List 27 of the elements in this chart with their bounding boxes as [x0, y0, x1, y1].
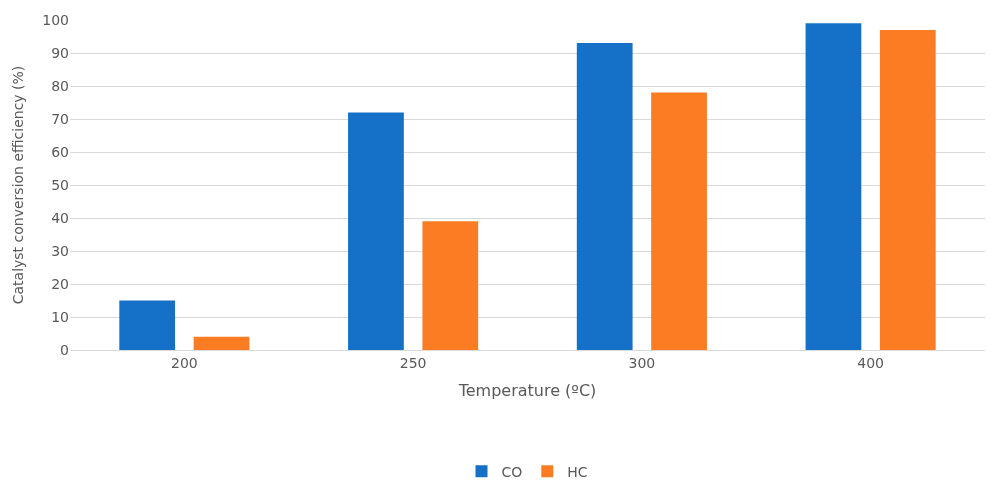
y-axis-title: Catalyst conversion efficiency (%): [9, 65, 26, 305]
bar: [422, 221, 479, 350]
bar: [576, 43, 633, 350]
bar: [879, 29, 936, 350]
y-tick-label: 90: [51, 44, 69, 61]
y-tick-label: 10: [51, 308, 69, 325]
bar: [805, 23, 862, 350]
y-tick-label: 70: [51, 110, 69, 127]
legend-label: HC: [567, 463, 588, 480]
y-tick-label: 30: [51, 242, 69, 259]
y-tick-label: 0: [60, 341, 69, 358]
x-axis-title: Temperature (ºC): [457, 381, 597, 401]
bar: [348, 112, 404, 350]
x-tick-label: 400: [857, 354, 884, 371]
x-tick-label: 300: [628, 354, 656, 371]
bar: [651, 92, 707, 350]
y-tick-label: 100: [42, 11, 69, 28]
x-tick-label: 200: [171, 354, 198, 371]
y-tick-label: 80: [51, 77, 69, 94]
legend-label: CO: [501, 463, 523, 480]
y-tick-label: 60: [51, 143, 69, 160]
y-tick-label: 50: [51, 176, 69, 193]
y-tick-label: 20: [51, 275, 69, 292]
bar: [119, 300, 176, 350]
bar: [193, 336, 250, 350]
x-tick-label: 250: [399, 354, 427, 371]
y-tick-label: 40: [51, 209, 69, 226]
